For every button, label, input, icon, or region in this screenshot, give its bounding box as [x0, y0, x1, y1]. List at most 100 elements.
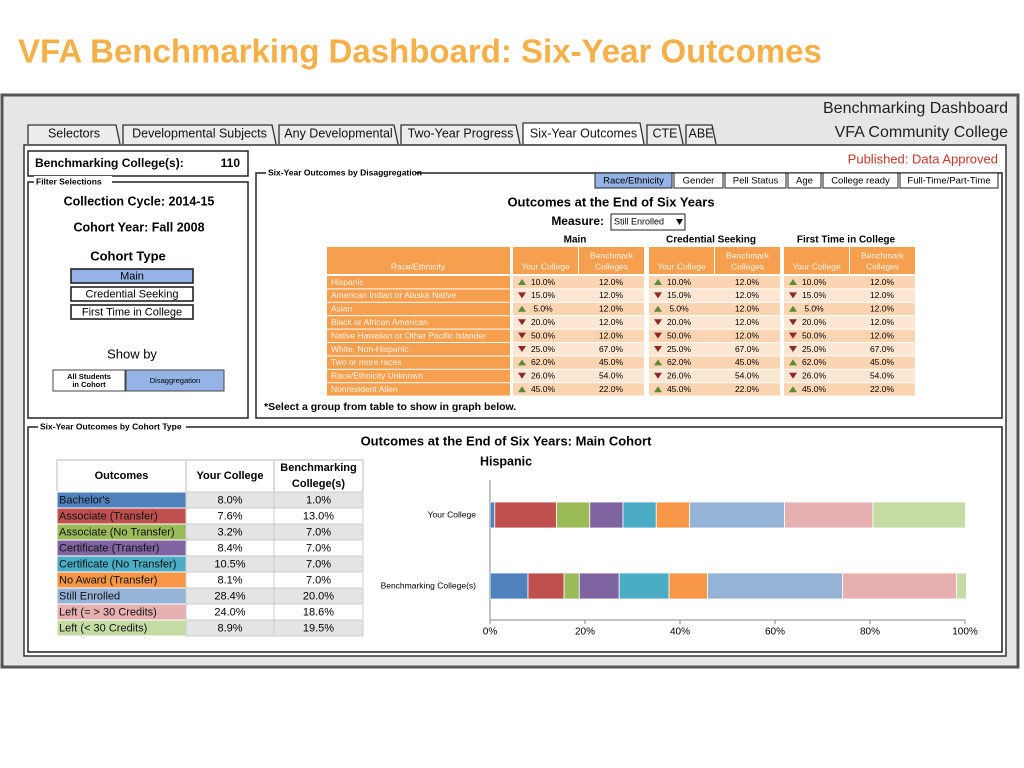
measure-value[interactable]: Still Enrolled [614, 216, 664, 226]
benchmark-value[interactable]: 22.0% [870, 384, 895, 394]
your-value[interactable]: 26.0% [667, 371, 692, 381]
row-label[interactable]: Race/Ethnicity Unknown [331, 371, 423, 381]
benchmark-value[interactable]: 12.0% [599, 317, 624, 327]
select-arrow[interactable] [676, 219, 683, 225]
your-value[interactable]: 10.0% [802, 277, 827, 287]
benchmark-value[interactable]: 12.0% [599, 290, 624, 300]
benchmark-value[interactable]: 12.0% [870, 304, 895, 314]
row-label-cell[interactable] [327, 289, 510, 302]
show-by-button[interactable] [125, 369, 225, 392]
measure-select[interactable] [610, 213, 686, 231]
benchmark-value[interactable]: 12.0% [735, 290, 760, 300]
benchmark-value[interactable]: 45.0% [870, 357, 895, 367]
value-cell[interactable] [649, 316, 780, 329]
sub-tab-label[interactable]: Age [796, 176, 813, 187]
sub-tab[interactable] [899, 172, 999, 189]
benchmark-value[interactable]: 45.0% [735, 357, 760, 367]
tab[interactable] [400, 124, 521, 145]
value-cell[interactable] [513, 329, 644, 342]
row-label-cell[interactable] [327, 369, 510, 383]
tab[interactable] [646, 124, 684, 145]
value-cell[interactable] [784, 302, 915, 316]
your-value[interactable]: 50.0% [667, 330, 692, 340]
bar-segment[interactable] [494, 501, 557, 529]
bar-segment[interactable] [707, 572, 843, 600]
benchmark-value[interactable]: 54.0% [870, 371, 895, 381]
value-cell[interactable] [784, 369, 915, 383]
show-by-button[interactable] [52, 369, 126, 392]
your-value[interactable]: 5.0% [804, 304, 824, 314]
your-value[interactable]: 45.0% [531, 384, 556, 394]
cohort-type-button[interactable] [70, 286, 194, 302]
benchmark-value[interactable]: 22.0% [599, 384, 624, 394]
your-value[interactable]: 15.0% [531, 290, 556, 300]
your-value[interactable]: 10.0% [667, 277, 692, 287]
show-by-label[interactable]: in Cohort [72, 380, 106, 389]
benchmark-value[interactable]: 12.0% [870, 277, 895, 287]
sub-tab-label[interactable]: Gender [683, 176, 715, 187]
tab-label[interactable]: CTE [653, 126, 678, 140]
your-value[interactable]: 25.0% [531, 344, 556, 354]
your-value[interactable]: 5.0% [669, 304, 689, 314]
tab[interactable] [522, 122, 645, 145]
value-cell[interactable] [784, 383, 915, 396]
bar-segment[interactable] [527, 572, 565, 600]
value-cell[interactable] [513, 369, 644, 383]
benchmark-value[interactable]: 12.0% [599, 330, 624, 340]
show-by-label[interactable]: Disaggregation [150, 376, 200, 385]
value-cell[interactable] [513, 356, 644, 369]
tab[interactable] [27, 124, 121, 145]
sub-tab[interactable] [787, 172, 822, 189]
value-cell[interactable] [649, 276, 780, 289]
bar-segment[interactable] [872, 501, 966, 529]
row-label[interactable]: Black or African American [331, 317, 428, 327]
tab-label[interactable]: Six-Year Outcomes [530, 126, 637, 140]
benchmark-value[interactable]: 12.0% [735, 277, 760, 287]
tab-label[interactable]: Developmental Subjects [132, 126, 267, 140]
value-cell[interactable] [513, 343, 644, 356]
value-cell[interactable] [513, 289, 644, 302]
tab-label[interactable]: Any Developmental [284, 126, 392, 140]
row-label-cell[interactable] [327, 329, 510, 342]
benchmark-value[interactable]: 67.0% [599, 344, 624, 354]
value-cell[interactable] [649, 302, 780, 316]
value-cell[interactable] [784, 289, 915, 302]
bar-segment[interactable] [784, 501, 874, 529]
bar-segment[interactable] [842, 572, 957, 600]
row-label-cell[interactable] [327, 276, 510, 289]
bar-segment[interactable] [956, 572, 998, 600]
row-label[interactable]: White, Non-Hispanic [331, 344, 409, 354]
value-cell[interactable] [649, 329, 780, 342]
value-cell[interactable] [649, 343, 780, 356]
row-label-cell[interactable] [327, 343, 510, 356]
benchmark-value[interactable]: 67.0% [735, 344, 760, 354]
your-value[interactable]: 20.0% [667, 317, 692, 327]
your-value[interactable]: 62.0% [802, 357, 827, 367]
tab[interactable] [278, 124, 399, 145]
value-cell[interactable] [649, 383, 780, 396]
row-label[interactable]: American Indian or Alaska Native [331, 290, 456, 300]
your-value[interactable]: 20.0% [531, 317, 556, 327]
tab[interactable] [122, 124, 277, 145]
your-value[interactable]: 10.0% [531, 277, 556, 287]
benchmark-value[interactable]: 12.0% [735, 317, 760, 327]
cohort-type-label[interactable]: First Time in College [82, 306, 182, 318]
sub-tab-label[interactable]: Race/Ethnicity [603, 176, 664, 187]
bar-segment[interactable] [618, 572, 670, 600]
sub-tab[interactable] [673, 172, 724, 189]
row-label[interactable]: Asian [331, 304, 353, 314]
benchmark-value[interactable]: 22.0% [735, 384, 760, 394]
benchmark-value[interactable]: 54.0% [735, 371, 760, 381]
your-value[interactable]: 26.0% [802, 371, 827, 381]
bar-segment[interactable] [578, 572, 620, 600]
value-cell[interactable] [649, 369, 780, 383]
your-value[interactable]: 15.0% [667, 290, 692, 300]
row-label-cell[interactable] [327, 316, 510, 329]
row-label[interactable]: Nonresident Alien [331, 384, 398, 394]
your-value[interactable]: 26.0% [531, 371, 556, 381]
value-cell[interactable] [784, 356, 915, 369]
benchmark-value[interactable]: 54.0% [599, 371, 624, 381]
your-value[interactable]: 15.0% [802, 290, 827, 300]
benchmark-value[interactable]: 12.0% [870, 290, 895, 300]
your-value[interactable]: 62.0% [531, 357, 556, 367]
